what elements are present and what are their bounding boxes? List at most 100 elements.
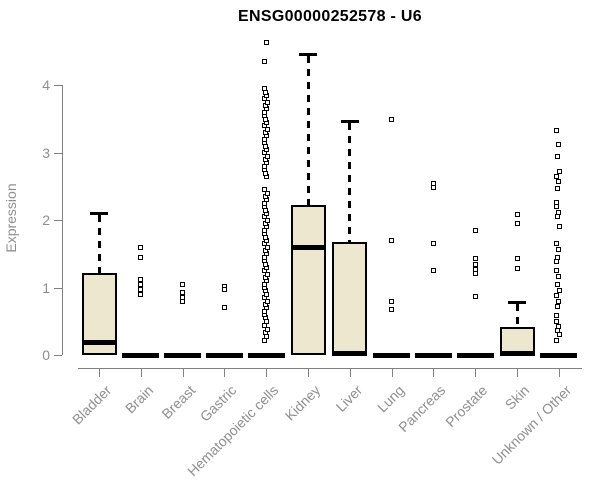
collapsed-box-prostate (456, 352, 494, 358)
x-tick-brain (140, 369, 142, 377)
chart-title: ENSG00000252578 - U6 (238, 8, 422, 25)
outlier-brain-0 (138, 244, 144, 250)
outlier-unknown-other-11 (557, 224, 563, 230)
x-axis-line (78, 368, 582, 369)
outlier-prostate-5 (472, 293, 478, 299)
outlier-lung-2 (389, 298, 395, 304)
outlier-skin-3 (514, 265, 520, 271)
outlier-brain-4 (138, 287, 144, 293)
outlier-unknown-other-5 (556, 179, 562, 185)
y-tick-2 (54, 220, 62, 222)
outlier-unknown-other-17 (556, 274, 562, 280)
outlier-unknown-other-3 (557, 169, 563, 175)
outlier-pancreas-0 (430, 180, 436, 186)
y-tick-label-1: 1 (42, 279, 50, 296)
outlier-pancreas-1 (430, 185, 436, 191)
outlier-unknown-other-23 (554, 312, 560, 318)
outlier-unknown-other-7 (554, 199, 560, 205)
outlier-brain-1 (138, 254, 144, 260)
y-axis-label: Expression (3, 183, 19, 253)
y-tick-3 (54, 152, 62, 154)
median-kidney (290, 244, 326, 250)
upper-whisker-bladder (97, 215, 101, 273)
outlier-breast-0 (180, 281, 186, 287)
x-tick-pancreas (433, 369, 435, 377)
x-tick-lung (391, 369, 393, 377)
outlier-breast-3 (180, 298, 186, 304)
outlier-brain-2 (138, 277, 144, 282)
collapsed-box-gastric (205, 352, 243, 358)
outlier-hematopoietic-cells-35 (264, 217, 270, 223)
y-tick-label-4: 4 (42, 77, 50, 94)
outlier-lung-3 (389, 307, 395, 313)
outlier-unknown-other-9 (556, 209, 562, 215)
outlier-unknown-other-0 (554, 128, 560, 134)
outlier-gastric-1 (221, 287, 227, 293)
outlier-hematopoietic-cells-67 (264, 99, 270, 105)
outlier-unknown-other-28 (554, 337, 560, 343)
outlier-hematopoietic-cells-27 (264, 244, 270, 250)
outlier-breast-1 (180, 289, 186, 295)
x-tick-prostate (475, 369, 477, 377)
x-tick-breast (182, 369, 184, 377)
collapsed-box-breast (164, 352, 202, 358)
x-tick-liver (349, 369, 351, 377)
outlier-unknown-other-8 (554, 204, 560, 210)
whisker-cap-liver (340, 120, 359, 124)
outlier-pancreas-2 (430, 241, 436, 247)
y-axis-line (62, 85, 63, 355)
upper-whisker-skin (515, 304, 519, 328)
y-tick-label-3: 3 (42, 144, 50, 161)
upper-whisker-kidney (306, 55, 310, 206)
outlier-gastric-2 (221, 305, 227, 311)
box-kidney (290, 205, 326, 355)
outlier-unknown-other-22 (555, 303, 561, 309)
outlier-unknown-other-26 (555, 327, 561, 333)
x-tick-hematopoietic-cells (266, 369, 268, 377)
outlier-prostate-0 (472, 227, 478, 233)
outlier-hematopoietic-cells-73 (263, 39, 269, 45)
whisker-cap-kidney (299, 52, 317, 56)
median-bladder (81, 340, 117, 346)
median-liver (332, 351, 368, 357)
x-tick-bladder (99, 369, 100, 377)
outlier-hematopoietic-cells-51 (264, 153, 270, 159)
whisker-cap-skin (508, 301, 526, 305)
outlier-unknown-other-1 (556, 142, 562, 148)
outlier-hematopoietic-cells-44 (261, 187, 267, 193)
x-tick-unknown-other (558, 369, 560, 377)
outlier-unknown-other-13 (556, 247, 562, 253)
outlier-hematopoietic-cells-59 (264, 126, 270, 132)
outlier-hematopoietic-cells-3 (264, 326, 270, 332)
outlier-unknown-other-20 (554, 293, 560, 299)
outlier-prostate-4 (472, 270, 478, 276)
outlier-brain-5 (138, 291, 144, 297)
outlier-unknown-other-27 (557, 332, 563, 338)
outlier-prostate-1 (472, 256, 478, 262)
x-tick-kidney (308, 369, 309, 377)
box-skin (499, 327, 535, 355)
outlier-unknown-other-15 (554, 259, 560, 265)
x-tick-gastric (224, 369, 226, 377)
collapsed-box-brain (122, 352, 160, 358)
collapsed-box-pancreas (414, 352, 452, 358)
y-tick-4 (54, 85, 62, 87)
outlier-pancreas-3 (430, 267, 436, 273)
outlier-unknown-other-14 (555, 254, 561, 260)
outlier-hematopoietic-cells-71 (261, 85, 267, 91)
outlier-hematopoietic-cells-72 (261, 58, 267, 64)
outlier-unknown-other-6 (555, 186, 561, 192)
box-liver (332, 241, 368, 355)
outlier-unknown-other-21 (556, 299, 562, 305)
outlier-skin-2 (514, 256, 520, 262)
outlier-lung-1 (389, 237, 395, 243)
outlier-unknown-other-18 (555, 282, 561, 288)
outlier-lung-0 (389, 116, 395, 122)
median-skin (499, 351, 535, 357)
y-tick-0 (54, 355, 62, 356)
whisker-cap-bladder (90, 212, 108, 216)
y-tick-label-0: 0 (42, 347, 50, 363)
collapsed-box-hematopoietic-cells (247, 352, 285, 358)
outlier-unknown-other-16 (554, 267, 560, 273)
